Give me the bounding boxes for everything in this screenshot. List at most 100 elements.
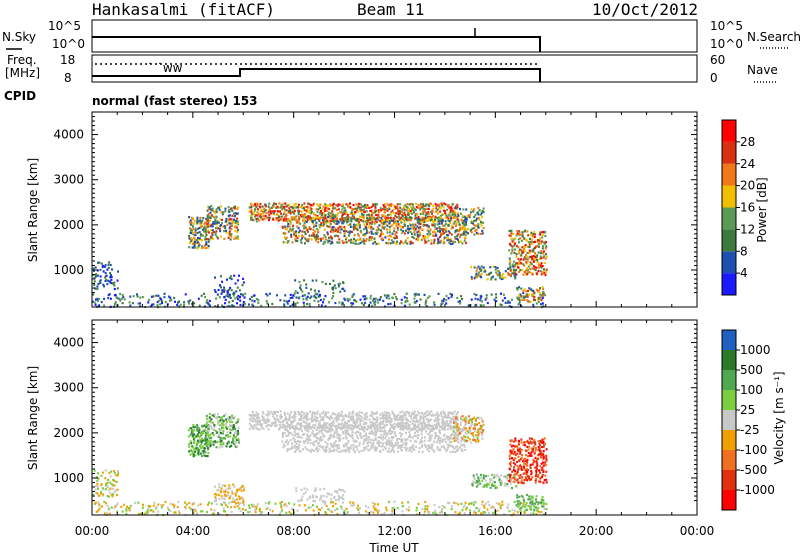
power-return-cell xyxy=(405,297,408,300)
velocity-return-cell xyxy=(523,468,526,471)
power-return-cell xyxy=(214,290,217,294)
velocity-return-cell xyxy=(110,483,113,486)
velocity-return-cell xyxy=(173,506,176,509)
velocity-return-cell xyxy=(197,441,200,444)
velocity-return-cell xyxy=(356,419,359,422)
power-return-cell xyxy=(540,256,543,260)
velocity-return-cell xyxy=(388,441,391,444)
velocity-return-cell xyxy=(278,423,281,427)
power-return-cell xyxy=(426,213,429,216)
velocity-return-cell xyxy=(436,446,439,449)
power-return-cell xyxy=(328,208,331,211)
power-colorbar-label: Power [dB] xyxy=(755,177,769,242)
power-return-cell xyxy=(454,206,457,210)
power-return-cell xyxy=(473,216,476,219)
power-return-cell xyxy=(333,214,336,217)
power-return-cell xyxy=(384,218,387,221)
velocity-return-cell xyxy=(233,415,236,419)
power-return-cell xyxy=(523,229,526,232)
velocity-return-cell xyxy=(328,418,331,421)
power-return-cell xyxy=(152,295,155,298)
velocity-return-cell xyxy=(316,410,319,413)
power-return-cell xyxy=(475,293,478,297)
power-return-cell xyxy=(336,241,339,244)
velocity-return-cell xyxy=(360,449,363,452)
power-return-cell xyxy=(303,230,306,234)
velocity-return-cell xyxy=(413,428,416,431)
power-return-cell xyxy=(518,241,521,244)
velocity-return-cell xyxy=(396,437,399,440)
power-return-cell xyxy=(379,234,382,238)
power-return-cell xyxy=(359,203,362,206)
power-return-cell xyxy=(212,221,215,224)
power-return-cell xyxy=(527,241,530,244)
power-return-cell xyxy=(352,214,355,217)
power-return-cell xyxy=(412,228,415,231)
velocity-return-cell xyxy=(473,510,476,513)
power-return-cell xyxy=(521,251,524,255)
power-return-cell xyxy=(398,242,401,245)
velocity-return-cell xyxy=(254,420,257,423)
velocity-return-cell xyxy=(393,444,396,447)
velocity-return-cell xyxy=(271,510,274,513)
power-return-cell xyxy=(293,211,296,214)
power-return-cell xyxy=(477,224,480,228)
power-return-cell xyxy=(402,212,405,216)
power-return-cell xyxy=(324,208,327,211)
velocity-return-cell xyxy=(337,450,340,454)
velocity-return-cell xyxy=(98,507,101,511)
power-return-cell xyxy=(309,216,312,219)
velocity-return-cell xyxy=(328,450,331,453)
velocity-return-cell xyxy=(322,410,325,413)
power-return-cell xyxy=(450,233,453,236)
power-return-cell xyxy=(299,222,302,225)
velocity-return-cell xyxy=(346,433,349,436)
power-return-cell xyxy=(335,229,338,232)
velocity-return-cell xyxy=(421,440,424,444)
power-return-cell xyxy=(206,221,209,224)
velocity-return-cell xyxy=(298,444,301,447)
power-return-cell xyxy=(341,219,344,223)
power-return-cell xyxy=(303,219,306,223)
velocity-return-cell xyxy=(343,425,346,429)
velocity-return-cell xyxy=(191,433,194,436)
power-return-cell xyxy=(227,206,230,209)
velocity-return-cell xyxy=(93,469,96,472)
velocity-return-cell xyxy=(457,437,460,440)
velocity-return-cell xyxy=(312,509,315,512)
power-return-cell xyxy=(293,209,296,212)
power-return-cell xyxy=(235,237,238,240)
power-return-cell xyxy=(332,206,335,209)
power-return-cell xyxy=(454,235,457,239)
velocity-return-cell xyxy=(463,435,466,438)
velocity-return-cell xyxy=(522,465,525,468)
power-return-cell xyxy=(499,303,502,306)
power-return-cell xyxy=(225,294,228,297)
power-return-cell xyxy=(157,294,160,297)
velocity-return-cell xyxy=(237,438,240,441)
velocity-return-cell xyxy=(167,508,170,511)
velocity-return-cell xyxy=(320,439,323,442)
velocity-return-cell xyxy=(388,437,391,440)
power-return-cell xyxy=(438,222,441,225)
power-return-cell xyxy=(198,237,201,240)
velocity-return-cell xyxy=(429,425,432,428)
power-return-cell xyxy=(258,212,261,216)
power-return-cell xyxy=(393,241,396,245)
velocity-return-cell xyxy=(514,445,517,448)
power-return-cell xyxy=(422,234,425,238)
velocity-return-cell xyxy=(350,418,353,421)
power-return-cell xyxy=(233,226,236,229)
power-return-cell xyxy=(401,211,404,214)
power-return-cell xyxy=(400,225,403,228)
power-return-cell xyxy=(223,290,226,293)
power-return-cell xyxy=(509,265,512,268)
power-return-cell xyxy=(380,229,383,232)
power-return-cell xyxy=(360,209,363,212)
velocity-return-cell xyxy=(198,427,201,430)
power-return-cell xyxy=(204,238,207,241)
velocity-return-cell xyxy=(506,476,509,480)
velocity-return-cell xyxy=(460,448,463,451)
velocity-return-cell xyxy=(467,415,470,418)
